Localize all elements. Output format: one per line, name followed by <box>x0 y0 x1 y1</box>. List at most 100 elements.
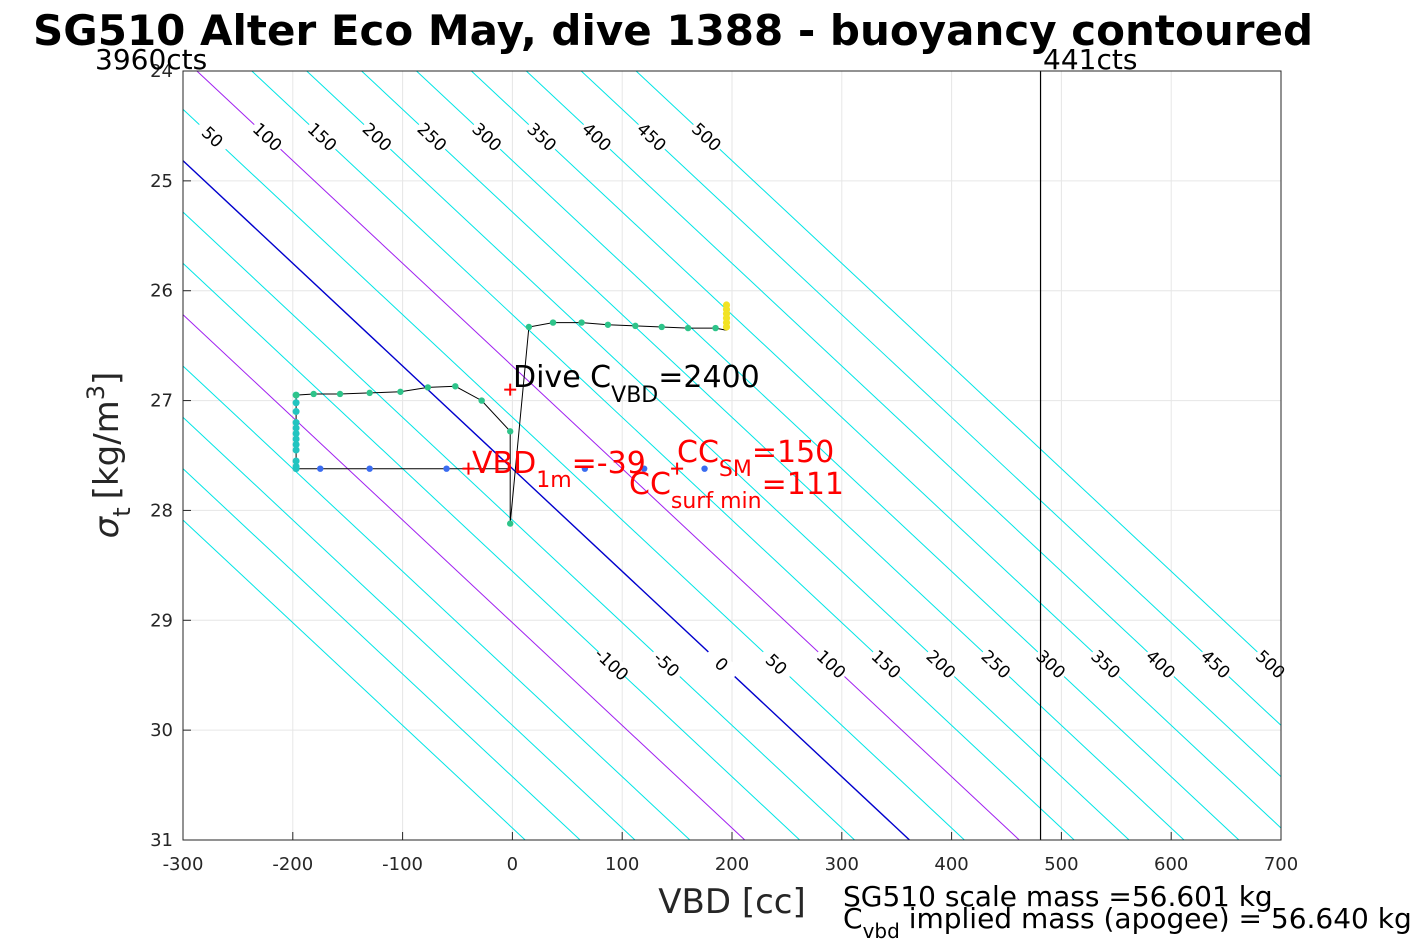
contour-line <box>183 159 910 840</box>
red-plus-marker <box>462 462 475 475</box>
chart-title: SG510 Alter Eco May, dive 1388 - buoyanc… <box>33 6 1313 55</box>
contour-label-bg <box>866 645 906 684</box>
x-tick-label: 300 <box>825 854 859 875</box>
x-tick-label: 600 <box>1154 854 1188 875</box>
contour-label-bg <box>522 118 562 156</box>
blue-point <box>443 465 450 472</box>
contour-label-bg <box>248 118 287 156</box>
footer-c: C <box>843 902 863 935</box>
x-tick-label: 400 <box>934 854 968 875</box>
dive-cvbd-sub: VBD <box>611 383 658 408</box>
teal-point <box>292 399 300 407</box>
contour-label-bg <box>1196 645 1235 684</box>
teal-point <box>292 424 300 432</box>
contour-line <box>183 365 691 840</box>
x-tick-label: -200 <box>272 854 313 875</box>
dive-path-line <box>292 322 727 524</box>
footer-implied-value: implied mass (apogee) = 56.640 kg <box>900 902 1412 935</box>
green-point <box>578 319 585 326</box>
contour-line <box>183 211 855 840</box>
teal-point <box>292 419 300 427</box>
contour-label-bg <box>647 645 686 684</box>
green-point <box>366 389 373 397</box>
x-tick-label: 500 <box>1044 854 1078 875</box>
contour-label-bg <box>687 118 726 156</box>
footer-scale-mass: SG510 scale mass =56.601 kg <box>843 880 1273 913</box>
green-point <box>507 428 514 435</box>
teal-point <box>292 457 300 465</box>
buoyancy-contours <box>183 71 1281 840</box>
x-tick-label: 700 <box>1264 854 1298 875</box>
cc-surf-sub: surf min <box>671 489 762 514</box>
contour-line <box>306 71 1130 840</box>
contour-line <box>580 71 1281 727</box>
green-point <box>712 324 719 332</box>
green-point <box>632 322 639 330</box>
annotation-cc-sm: CCSM=150 <box>677 435 834 482</box>
cc-surf-main: CC <box>629 467 671 502</box>
contour-line <box>183 519 526 840</box>
blue-point <box>701 465 708 472</box>
contour-line <box>416 71 1240 840</box>
contour-label-bg <box>1031 645 1071 684</box>
contour-line <box>525 71 1281 778</box>
contour-line <box>183 416 636 840</box>
red-markers <box>462 383 684 475</box>
contour-label-bg <box>812 645 851 684</box>
y-tick-label: 31 <box>150 830 173 851</box>
teal-point <box>292 430 300 438</box>
yellow-point <box>722 323 731 331</box>
contour-label-bg <box>1086 645 1126 684</box>
annotation-cc-surf: CCsurf min=111 <box>629 467 844 514</box>
teal-point <box>292 435 300 443</box>
y-tick-label: 28 <box>150 500 173 521</box>
counts-left: 3960cts <box>95 43 207 76</box>
y-tick-label: 25 <box>150 171 173 192</box>
green-point <box>658 323 665 331</box>
contour-line <box>183 108 965 840</box>
x-axis-label: VBD [cc] <box>658 882 806 922</box>
contour-line <box>635 71 1281 675</box>
contour-label-bg <box>467 118 507 156</box>
y-tick-labels: 24 25 26 27 28 29 30 31 <box>150 61 173 851</box>
blue-point <box>640 465 648 472</box>
annotation-vbd-1m: VBD1m=-39 <box>472 446 646 493</box>
vbd-1m-main: VBD <box>472 446 536 481</box>
teal-point <box>292 408 300 416</box>
teal-point <box>292 441 300 449</box>
red-plus-marker <box>504 383 517 396</box>
teal-point <box>292 465 300 473</box>
x-tick-label: -300 <box>163 854 204 875</box>
contour-line <box>361 71 1185 840</box>
contour-label-bg <box>757 645 796 684</box>
y-label-sigma: σ <box>87 515 127 538</box>
y-tick-label: 24 <box>150 61 173 82</box>
grid-lines <box>182 70 1282 841</box>
y-label-close: ] <box>87 372 127 385</box>
green-point <box>604 321 612 328</box>
red-plus-marker <box>671 462 684 475</box>
dive-cvbd-value: =2400 <box>658 360 759 395</box>
green-point <box>292 391 300 399</box>
vbd-1m-sub: 1m <box>536 468 571 493</box>
dive-points <box>292 301 731 527</box>
green-point <box>336 390 344 398</box>
contour-label-bg <box>1251 645 1290 684</box>
contour-label-bg <box>1141 645 1181 684</box>
contour-label-bg <box>976 645 1016 684</box>
x-tick-label: -100 <box>382 854 423 875</box>
green-point <box>525 323 533 331</box>
contour-line <box>183 467 581 840</box>
green-point <box>452 383 459 390</box>
y-label-sub: t <box>108 507 136 516</box>
green-point <box>549 319 557 326</box>
cc-sm-main: CC <box>677 435 719 470</box>
x-tick-labels: -300 -200 -100 0 100 200 300 400 500 600 700 <box>163 854 1299 875</box>
y-tick-label: 27 <box>150 391 173 412</box>
contour-label-bg <box>302 118 342 156</box>
y-tick-label: 26 <box>150 281 173 302</box>
plot-frame <box>182 70 1282 841</box>
teal-point <box>292 446 300 454</box>
contour-labels: 50 100 150 200 250 300 350 400 450 500-100 -50 0 50 1… <box>193 118 1290 685</box>
